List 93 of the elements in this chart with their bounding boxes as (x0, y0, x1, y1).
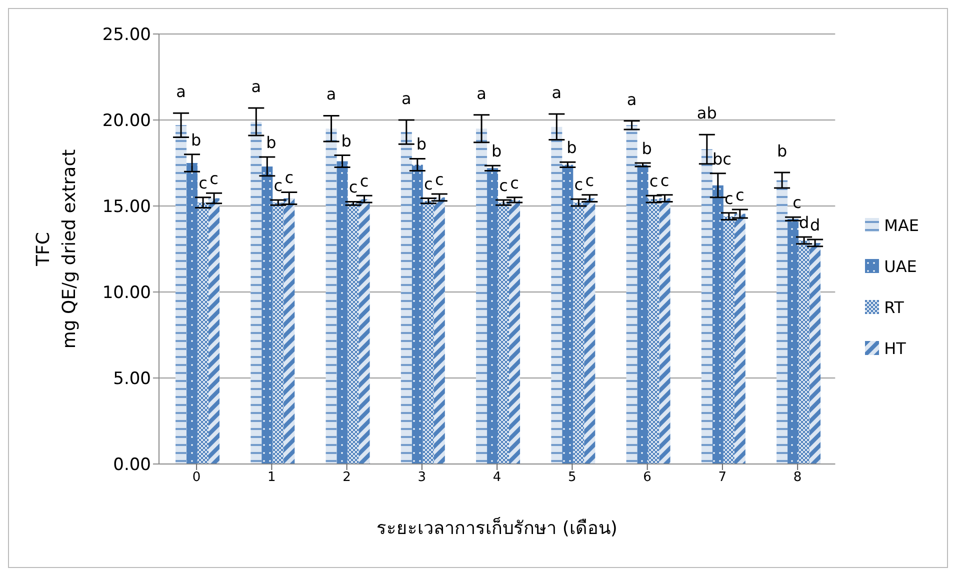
y-tick-label: 20.00 (102, 111, 151, 132)
bar (810, 242, 821, 464)
bar (648, 199, 660, 464)
annotation: c (360, 172, 369, 191)
annotation: b (190, 130, 202, 150)
annotation: b (416, 134, 426, 154)
annotation: c (210, 169, 218, 188)
bar (198, 202, 209, 464)
annotation: c (284, 168, 294, 188)
annotation: c (435, 170, 444, 189)
annotation: d (810, 216, 820, 235)
bar (498, 202, 510, 464)
bar (348, 203, 359, 464)
bar (798, 240, 810, 464)
annotation: c (274, 176, 283, 195)
legend-label: HT (884, 338, 906, 358)
bar (176, 125, 187, 464)
bar (723, 216, 734, 464)
annotation: a (326, 84, 336, 104)
x-tick-label: 1 (268, 470, 276, 486)
bar (284, 198, 295, 464)
bar (326, 128, 337, 464)
bar (712, 185, 724, 464)
bar (272, 202, 284, 464)
bar (422, 200, 434, 464)
bar (788, 218, 799, 464)
annotation: b (266, 132, 276, 152)
annotation: c (736, 185, 744, 204)
bar (186, 163, 198, 464)
legend-label: MAE (884, 216, 919, 234)
annotation: a (402, 89, 412, 108)
x-tick-label: 3 (418, 470, 426, 486)
annotation: bc (712, 149, 732, 168)
bar (637, 164, 648, 464)
annotation: a (552, 82, 562, 102)
bar (573, 202, 584, 464)
bar (208, 198, 220, 464)
x-tick-label: 6 (643, 470, 652, 486)
y-axis-title: TFC mg QE/g dried extract (33, 149, 80, 349)
annotation: a (476, 84, 486, 103)
annotation: c (649, 172, 658, 191)
bar (776, 180, 788, 464)
y-tick-label: 15.00 (102, 197, 151, 218)
annotation: b (642, 139, 652, 158)
x-tick-label: 5 (568, 470, 576, 486)
bar (562, 164, 574, 464)
legend-label: UAE (884, 256, 917, 276)
y-tick-label: 10.00 (102, 283, 151, 304)
bar (701, 149, 712, 464)
annotation: b (341, 131, 352, 150)
annotation: a (626, 90, 637, 109)
annotation: c (724, 188, 734, 208)
annotation: c (424, 174, 433, 194)
bar (412, 164, 423, 464)
annotation: c (574, 175, 584, 194)
annotation: b (491, 142, 502, 161)
annotation: d (798, 212, 810, 232)
bar (400, 132, 412, 464)
x-tick-label: 2 (342, 470, 351, 486)
annotation: c (510, 173, 519, 192)
x-tick-label: 8 (793, 470, 802, 486)
bar (434, 197, 445, 464)
y-tick-label: 25.00 (102, 25, 151, 46)
annotation: c (348, 178, 358, 197)
annotation: a (176, 82, 186, 102)
annotation: c (198, 173, 208, 192)
bar (659, 198, 670, 464)
bar (626, 125, 638, 464)
bar (487, 168, 498, 464)
annotation: ab (696, 104, 717, 123)
x-tick-label: 4 (492, 470, 502, 486)
y-tick-label: 5.00 (113, 369, 151, 390)
annotation: c (660, 170, 670, 190)
legend-label: RT (884, 298, 904, 316)
bar (551, 126, 562, 464)
annotation: a (251, 76, 262, 96)
bar (734, 214, 746, 464)
bar (250, 122, 262, 464)
x-tick-label: 7 (718, 470, 727, 486)
bar (476, 128, 488, 464)
bar (509, 200, 520, 464)
x-axis-title: ระยะเวลาการเก็บรักษา (เดือน) (376, 516, 618, 539)
annotation: c (499, 176, 508, 195)
bar (262, 166, 273, 464)
annotation: b (776, 141, 788, 160)
x-tick-label: 0 (192, 470, 201, 486)
annotation: c (792, 193, 802, 212)
y-tick-label: 0.00 (113, 455, 151, 476)
bar (336, 161, 348, 464)
annotation: b (566, 138, 577, 158)
bar (358, 199, 370, 464)
annotation: c (585, 170, 594, 190)
bar (584, 198, 596, 464)
